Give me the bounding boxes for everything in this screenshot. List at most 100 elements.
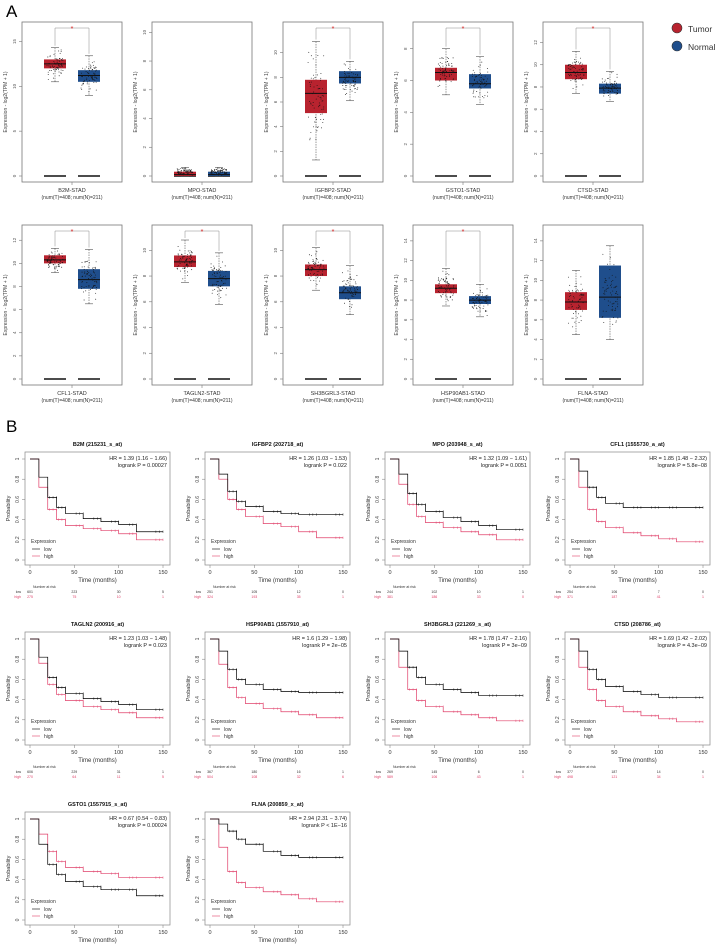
normal-data-point	[486, 310, 488, 312]
tumor-data-point	[179, 249, 181, 251]
tumor-data-point	[576, 307, 578, 309]
y-axis-label: Expression - log2(TPM + 1)	[3, 71, 9, 132]
normal-data-point	[616, 73, 618, 75]
normal-data-point	[477, 294, 479, 296]
normal-data-point	[94, 274, 96, 276]
tumor-data-point	[188, 169, 190, 171]
normal-data-point	[221, 280, 223, 282]
normal-data-point	[472, 298, 473, 300]
normal-data-point	[348, 298, 350, 300]
tumor-data-point	[582, 294, 584, 296]
tumor-data-point	[450, 296, 452, 298]
tumor-data-point	[320, 98, 322, 100]
normal-data-point	[210, 171, 212, 173]
tumor-data-point	[447, 283, 449, 285]
tumor-data-point	[309, 85, 311, 87]
normal-data-point	[82, 83, 84, 85]
normal-box	[208, 171, 230, 176]
significance-bracket	[445, 230, 481, 283]
km-title: CTSD (208786_at)	[614, 622, 661, 628]
legend-low-label: low	[404, 547, 412, 553]
normal-data-point	[81, 261, 83, 263]
normal-data-point	[608, 287, 610, 289]
tumor-data-point	[446, 272, 448, 274]
normal-data-point	[224, 282, 226, 284]
tumor-data-point	[178, 171, 180, 173]
tumor-data-point	[442, 70, 444, 72]
normal-data-point	[487, 78, 489, 80]
risk-high-count: 6	[342, 775, 344, 779]
y-tick-label: 0.6	[15, 676, 21, 683]
normal-data-point	[478, 66, 480, 68]
normal-data-point	[473, 91, 474, 93]
tumor-data-point	[49, 70, 51, 71]
tumor-data-point	[573, 71, 575, 72]
plot-frame	[204, 631, 351, 746]
tumor-data-point	[438, 278, 440, 280]
tumor-data-point	[446, 76, 448, 78]
tumor-data-point	[443, 75, 445, 77]
normal-data-point	[604, 293, 606, 295]
y-axis-label: Expression - log2(TPM + 1)	[264, 274, 270, 335]
x-tick-label: 150	[338, 930, 347, 936]
normal-data-point	[223, 276, 224, 277]
tumor-data-point	[48, 261, 50, 263]
normal-data-point	[347, 282, 349, 284]
y-tick-label: 0.8	[375, 476, 381, 483]
y-tick-label: 0.4	[195, 876, 201, 883]
tumor-data-point	[185, 260, 187, 262]
y-tick-label: 4	[142, 326, 147, 329]
tumor-data-point	[451, 65, 453, 67]
normal-data-point	[88, 275, 90, 277]
normal-data-point	[95, 67, 97, 69]
normal-data-point	[606, 82, 607, 84]
normal-data-point	[482, 78, 484, 80]
tumor-data-point	[49, 56, 51, 58]
normal-data-point	[348, 291, 350, 292]
tumor-data-point	[308, 262, 310, 264]
tumor-data-point	[445, 79, 447, 81]
legend-high-label: high	[44, 914, 54, 920]
normal-data-point	[210, 170, 212, 172]
tumor-data-point	[578, 290, 579, 292]
normal-data-point	[92, 72, 94, 74]
tumor-data-point	[445, 273, 447, 275]
y-tick-label: 0.6	[375, 496, 381, 503]
tumor-data-point	[58, 75, 60, 77]
normal-data-point	[92, 77, 94, 79]
normal-data-point	[91, 287, 93, 289]
y-tick-label: 0	[195, 738, 201, 741]
normal-data-point	[91, 275, 93, 276]
hazard-ratio: HR = 1.78 (1.47 − 2.16)	[469, 636, 527, 642]
risk-low-count: 187	[611, 770, 617, 774]
hazard-ratio: HR = 1.39 (1.16 − 1.66)	[109, 456, 167, 462]
y-tick-label: 4	[273, 125, 278, 128]
tumor-data-point	[320, 77, 322, 79]
x-tick-label: 0	[208, 570, 211, 576]
tumor-data-point	[441, 62, 443, 64]
normal-data-point	[610, 283, 612, 285]
tumor-data-point	[445, 288, 446, 290]
tumor-data-point	[572, 309, 574, 310]
tumor-data-point	[322, 88, 323, 90]
tumor-data-point	[58, 64, 60, 66]
tumor-data-point	[58, 71, 60, 73]
risk-low-count: 5	[162, 590, 164, 594]
significance-bracket	[184, 230, 220, 251]
tumor-data-point	[438, 283, 440, 284]
tumor-data-point	[567, 64, 569, 66]
tumor-data-point	[582, 69, 584, 71]
tumor-data-point	[451, 63, 453, 65]
tumor-data-point	[322, 265, 324, 267]
tumor-data-point	[315, 126, 317, 128]
y-tick-label: 10	[273, 50, 278, 56]
y-tick-label: 8	[403, 47, 408, 50]
normal-data-point	[90, 67, 92, 69]
tumor-data-point	[582, 84, 584, 86]
normal-data-point	[343, 81, 345, 83]
tumor-data-point	[183, 266, 185, 268]
normal-data-point	[354, 81, 356, 83]
tumor-data-point	[439, 291, 441, 293]
legend-high-label: high	[584, 554, 594, 560]
tumor-data-point	[578, 74, 580, 76]
